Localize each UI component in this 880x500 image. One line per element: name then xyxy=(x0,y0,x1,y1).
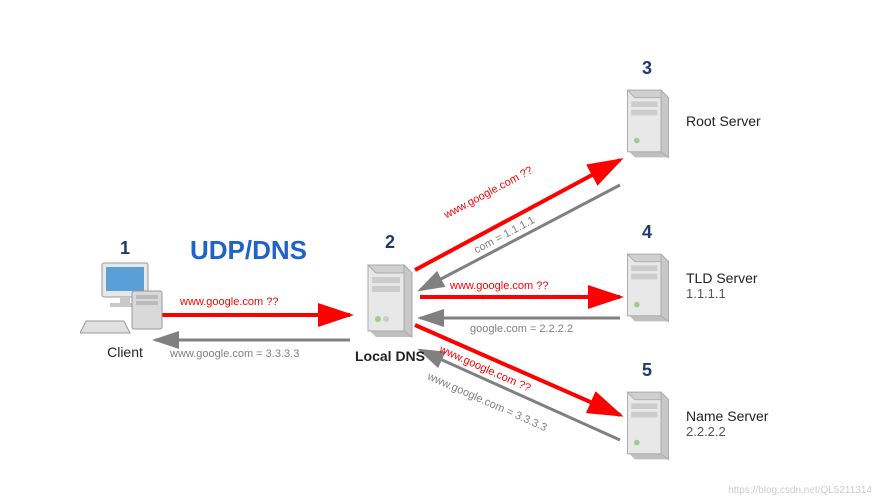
server-icon xyxy=(620,381,676,465)
server-icon xyxy=(620,79,676,163)
node-local: 2 Local DNS xyxy=(350,232,430,364)
client-icon xyxy=(80,259,170,339)
edge-tld-req: www.google.com ?? xyxy=(450,280,548,292)
node-local-label: Local DNS xyxy=(350,348,430,364)
node-root-label: Root Server xyxy=(686,113,761,129)
node-ns-label: Name Server xyxy=(686,408,768,424)
node-tld: 4 TLD Server 1.1.1.1 xyxy=(620,222,780,327)
server-icon xyxy=(620,243,676,327)
node-ns: 5 Name Server 2.2.2.2 xyxy=(620,360,790,465)
node-tld-label: TLD Server xyxy=(686,270,758,286)
node-client: 1 Client xyxy=(70,238,180,360)
edge-root-resp: com = 1.1.1.1 xyxy=(472,214,537,256)
node-tld-num: 4 xyxy=(642,222,780,243)
node-client-label: Client xyxy=(70,344,180,360)
edge-client-req: www.google.com ?? xyxy=(180,296,278,308)
node-root: 3 Root Server xyxy=(620,58,770,163)
node-root-num: 3 xyxy=(642,58,770,79)
edge-ns-resp: www.google.com = 3.3.3.3 xyxy=(426,371,549,435)
watermark: https://blog.csdn.net/QL5211314 xyxy=(728,485,872,496)
server-icon xyxy=(360,253,420,343)
edge-tld-resp: google.com = 2.2.2.2 xyxy=(470,323,573,335)
edge-root-req: www.google.com ?? xyxy=(442,164,535,221)
node-tld-sub: 1.1.1.1 xyxy=(686,286,758,301)
node-local-num: 2 xyxy=(350,232,430,253)
protocol-label: UDP/DNS xyxy=(190,235,307,266)
node-ns-num: 5 xyxy=(642,360,790,381)
node-ns-sub: 2.2.2.2 xyxy=(686,424,768,439)
node-client-num: 1 xyxy=(70,238,180,259)
edge-client-resp: www.google.com = 3.3.3.3 xyxy=(170,348,299,360)
